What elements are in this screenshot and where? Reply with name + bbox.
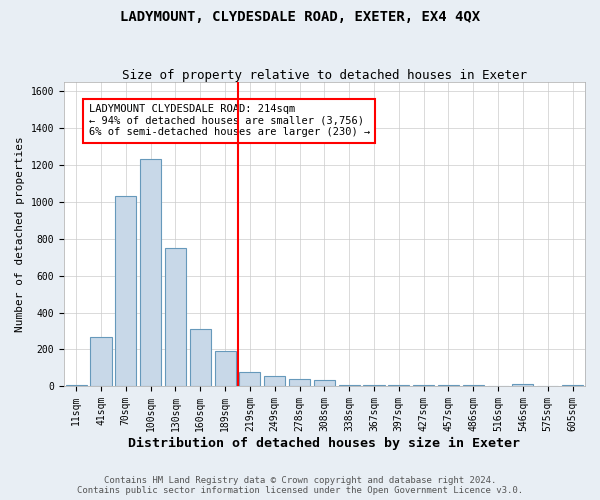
Bar [115, 196, 136, 386]
Bar [215, 352, 236, 386]
Bar [165, 248, 186, 386]
Bar [190, 329, 211, 386]
Bar [91, 336, 112, 386]
Text: LADYMOUNT, CLYDESDALE ROAD, EXETER, EX4 4QX: LADYMOUNT, CLYDESDALE ROAD, EXETER, EX4 … [120, 10, 480, 24]
Text: LADYMOUNT CLYDESDALE ROAD: 214sqm
← 94% of detached houses are smaller (3,756)
6: LADYMOUNT CLYDESDALE ROAD: 214sqm ← 94% … [89, 104, 370, 138]
Bar [140, 160, 161, 386]
Y-axis label: Number of detached properties: Number of detached properties [15, 136, 25, 332]
Bar [239, 372, 260, 386]
Bar [364, 384, 385, 386]
Bar [314, 380, 335, 386]
Bar [338, 384, 360, 386]
X-axis label: Distribution of detached houses by size in Exeter: Distribution of detached houses by size … [128, 437, 520, 450]
Text: Contains HM Land Registry data © Crown copyright and database right 2024.
Contai: Contains HM Land Registry data © Crown c… [77, 476, 523, 495]
Title: Size of property relative to detached houses in Exeter: Size of property relative to detached ho… [122, 69, 527, 82]
Bar [512, 384, 533, 386]
Bar [264, 376, 285, 386]
Bar [388, 384, 409, 386]
Bar [289, 379, 310, 386]
